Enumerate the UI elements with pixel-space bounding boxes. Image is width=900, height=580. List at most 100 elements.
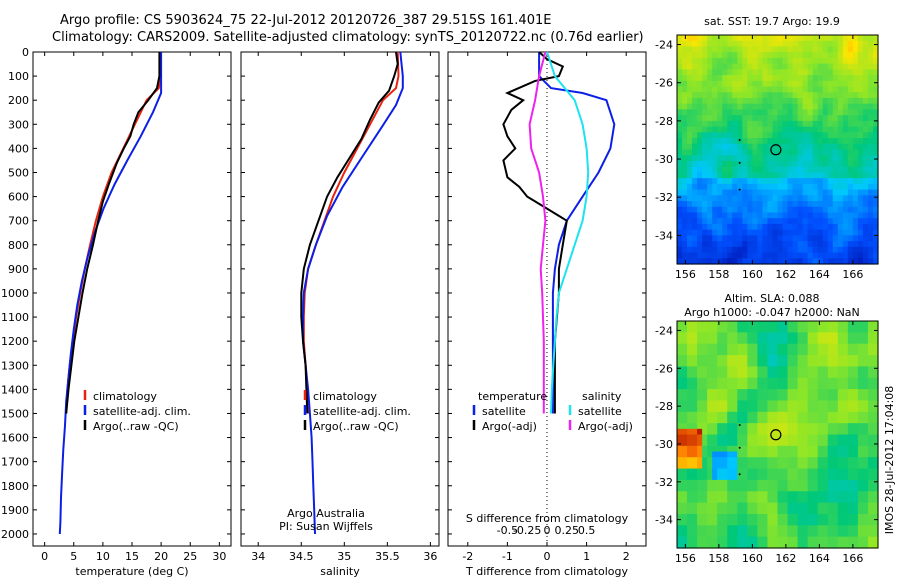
map-cell [682,103,688,111]
map-cell [852,155,859,162]
track-dot [738,138,741,141]
map-cell [817,80,824,88]
map-cell [712,332,718,339]
map-cell [792,223,799,231]
map-cell [872,400,879,407]
map-cell [862,75,869,82]
map-cell [757,126,764,133]
map-cell [687,513,693,521]
map-cell [702,530,708,538]
map-cell [742,143,748,151]
map-cell [722,40,728,48]
map-cell [722,406,728,413]
map-cell [752,383,759,390]
map-cell [767,440,774,447]
map-cell [822,485,829,492]
map-cell [707,86,713,93]
map-cell [682,349,688,356]
map-cell [767,343,774,350]
map-cell [787,143,794,151]
map-cell [692,206,698,214]
map-cell [837,530,844,538]
map-cell [757,166,764,173]
map-cell [717,155,723,162]
map-cell [782,406,789,413]
map-cell [842,417,849,424]
map-cell [817,445,824,453]
map-cell [857,496,864,504]
map-cell [737,491,743,498]
map-cell [677,189,683,196]
map-cell [852,201,859,208]
map-cell [762,206,769,214]
map-cell [747,502,753,509]
map-cell [832,103,839,111]
map-cell [812,109,819,116]
map-cell [752,46,759,53]
map-cell [702,485,708,492]
map-cell [827,258,834,265]
map-cell [782,366,789,373]
map-cell [727,360,733,367]
map-cell [692,389,698,396]
map-cell [862,92,869,99]
map-cell [677,69,683,76]
map-cell [757,502,764,509]
map-cell [742,457,748,464]
map-cell [772,252,779,259]
map-cell [702,423,708,430]
map-cell [867,491,874,498]
map-cell [867,479,874,487]
map-cell [707,519,713,526]
map-cell [792,542,799,549]
map-cell [737,508,743,515]
map-cell [807,479,814,487]
map-cell [817,178,824,185]
map-cell [712,172,718,179]
map-cell [802,229,809,236]
map-cell [797,172,804,179]
map-cell [752,479,759,487]
map-cell [677,462,683,470]
map-cell [712,201,718,208]
map-cell [862,109,869,116]
map-cell [692,138,698,145]
map-cell [782,360,789,367]
map-cell [842,132,849,139]
map-cell [722,115,728,122]
map-cell [682,485,688,492]
map-cell [857,206,864,214]
map-cell [707,451,713,458]
map-cell [762,321,769,328]
map-cell [812,519,819,526]
map-cell [742,389,748,396]
map-cell [752,525,759,532]
map-cell [777,57,784,65]
map-cell [682,246,688,254]
map-cell [782,372,789,379]
map-cell [707,525,713,532]
map-cell [712,195,718,202]
map-cell [802,508,809,515]
map-cell [727,143,733,151]
map-cell [712,75,718,82]
map-cell [732,52,738,59]
map-cell [807,468,814,475]
map-cell [857,423,864,430]
map-cell [757,423,764,430]
map-cell [862,229,869,236]
map-cell [742,496,748,504]
map-cell [722,235,728,242]
map-cell [687,440,693,447]
map-cell [817,35,824,42]
map-cell [677,132,683,139]
map-cell [802,417,809,424]
map-cell [827,326,834,333]
map-cell [762,360,769,367]
map-cell [812,229,819,236]
map-cell [857,166,864,173]
map-cell [857,417,864,424]
map-cell [732,326,738,333]
x-tick-label-s: -0.5 [497,524,518,537]
map-cell [837,508,844,515]
